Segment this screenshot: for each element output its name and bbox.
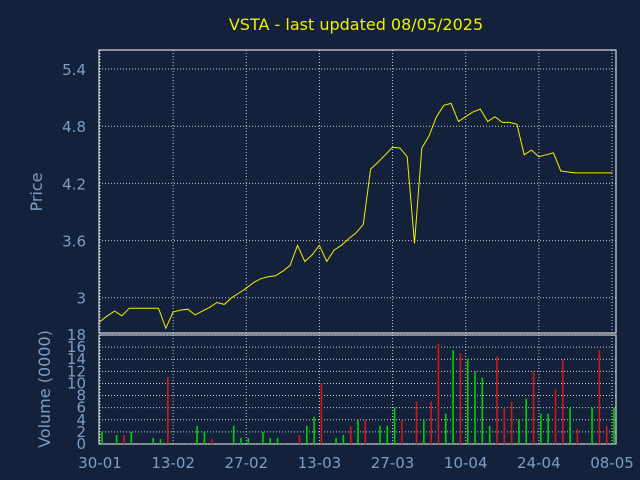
price-plot-frame [98, 49, 617, 334]
price-y-tick-label: 4.2 [62, 175, 86, 193]
price-y-tick-labels: 5.4 4.8 4.2 3.6 3 [62, 61, 86, 308]
volume-y-tick-label: 18 [67, 326, 86, 344]
x-tick-label: 13-02 [151, 454, 195, 472]
volume-y-tick-label: 0 [76, 435, 86, 453]
volume-axis-label: Volume (0000) [35, 330, 54, 448]
x-tick-label: 10-04 [444, 454, 488, 472]
x-tick-label: 08-05 [590, 454, 634, 472]
volume-y-tick-label: 14 [67, 350, 86, 368]
x-tick-label: 27-03 [371, 454, 415, 472]
volume-bars [101, 344, 615, 444]
volume-y-tick-label: 8 [76, 387, 86, 405]
x-tick-label: 24-04 [517, 454, 561, 472]
volume-y-tick-label: 2 [76, 423, 86, 441]
x-tick-label: 30-01 [78, 454, 122, 472]
price-series-line [99, 102, 612, 330]
volume-y-tick-label: 10 [67, 374, 86, 392]
volume-y-tick-label: 12 [67, 362, 86, 380]
x-tick-label: 13-03 [298, 454, 342, 472]
price-panel: 5.4 4.8 4.2 3.6 3 Price [27, 49, 617, 334]
x-tick-label: 27-02 [224, 454, 268, 472]
price-grid [99, 50, 616, 333]
volume-y-tick-label: 4 [76, 411, 86, 429]
price-y-tick-label: 3 [76, 290, 86, 308]
chart-title: VSTA - last updated 08/05/2025 [229, 15, 483, 34]
volume-y-tick-label: 16 [67, 338, 86, 356]
price-y-tick-label: 5.4 [62, 61, 86, 79]
price-axis-label: Price [27, 172, 46, 211]
volume-y-tick-label: 6 [76, 399, 86, 417]
price-y-tick-label: 3.6 [62, 233, 86, 251]
x-tick-labels: 30-01 13-02 27-02 13-03 27-03 10-04 24-04 08-05 [78, 454, 634, 472]
price-y-tick-label: 4.8 [62, 118, 86, 136]
